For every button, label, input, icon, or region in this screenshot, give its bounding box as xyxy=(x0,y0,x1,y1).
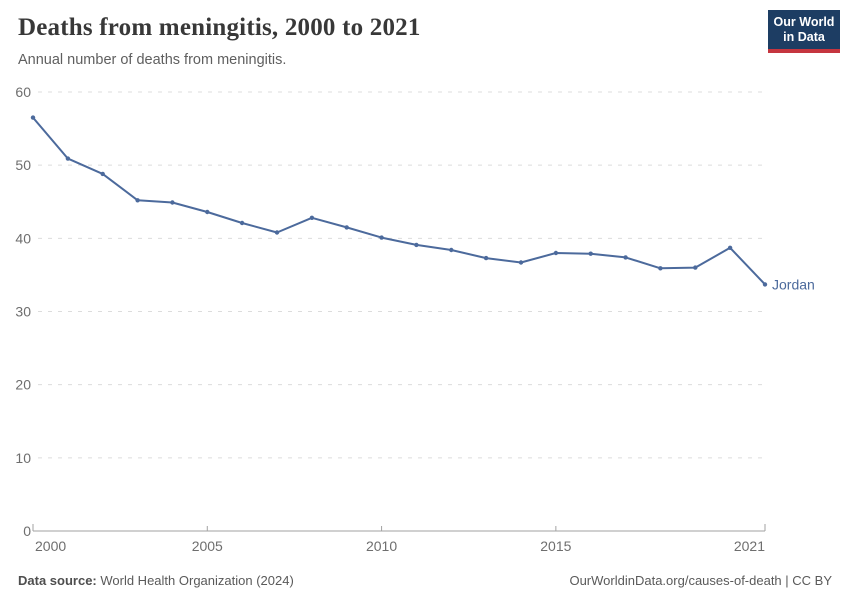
y-tick-label: 50 xyxy=(15,157,31,173)
data-point[interactable] xyxy=(309,215,315,220)
data-point[interactable] xyxy=(344,225,349,230)
data-point[interactable] xyxy=(170,200,175,205)
y-tick-label: 10 xyxy=(15,450,31,466)
data-point[interactable] xyxy=(100,171,105,177)
data-source-text: World Health Organization (2024) xyxy=(96,573,294,588)
data-point[interactable] xyxy=(588,251,593,256)
data-point[interactable] xyxy=(414,242,419,248)
y-tick-label: 0 xyxy=(23,523,31,539)
owid-logo-line1: Our World xyxy=(773,15,835,29)
owid-logo-line2: in Data xyxy=(783,30,825,44)
data-point[interactable] xyxy=(483,255,489,261)
data-source-note: Data source: World Health Organization (… xyxy=(18,573,294,588)
data-point[interactable] xyxy=(65,156,71,161)
license-link[interactable]: OurWorldinData.org/causes-of-death | CC … xyxy=(569,573,832,588)
y-tick-label: 60 xyxy=(15,84,31,100)
owid-logo[interactable]: Our World in Data xyxy=(768,10,840,53)
data-source-label: Data source: xyxy=(18,573,97,588)
data-point[interactable] xyxy=(205,209,210,215)
data-point[interactable] xyxy=(30,115,36,120)
data-point[interactable] xyxy=(518,260,524,265)
x-tick-label: 2010 xyxy=(366,538,397,554)
data-point[interactable] xyxy=(727,245,733,250)
chart-footer: Data source: World Health Organization (… xyxy=(0,573,850,588)
data-point[interactable] xyxy=(693,265,698,270)
series-label-jordan[interactable]: Jordan xyxy=(772,276,815,292)
x-tick-label: 2015 xyxy=(540,538,571,554)
data-point[interactable] xyxy=(135,198,140,203)
data-point[interactable] xyxy=(449,247,454,253)
y-tick-label: 20 xyxy=(15,377,31,393)
y-tick-label: 40 xyxy=(15,230,31,246)
series-line-jordan[interactable] xyxy=(32,116,766,286)
data-point[interactable] xyxy=(658,266,663,271)
data-point[interactable] xyxy=(379,235,384,240)
data-point[interactable] xyxy=(274,230,280,235)
x-tick-label: 2005 xyxy=(192,538,223,554)
data-point[interactable] xyxy=(623,255,628,260)
x-tick-label: 2021 xyxy=(734,538,765,554)
data-point[interactable] xyxy=(553,250,559,256)
chart-title: Deaths from meningitis, 2000 to 2021 xyxy=(18,14,421,41)
data-point[interactable] xyxy=(762,282,768,287)
chart-subtitle: Annual number of deaths from meningitis. xyxy=(18,52,287,68)
y-tick-label: 30 xyxy=(15,304,31,320)
x-tick-label: 2000 xyxy=(35,538,66,554)
data-point[interactable] xyxy=(239,220,245,226)
